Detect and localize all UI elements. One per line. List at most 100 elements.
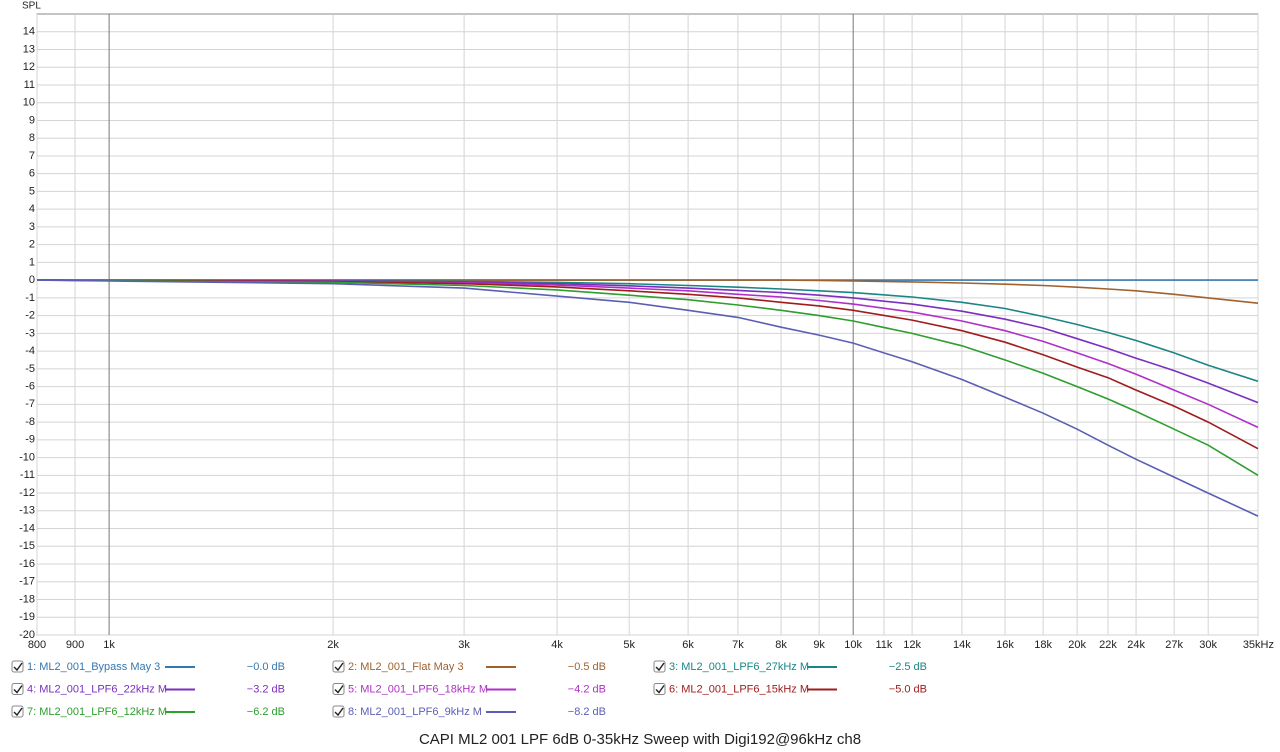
checkmark bbox=[655, 662, 665, 672]
series-line bbox=[37, 279, 1259, 304]
legend-label: 1: ML2_001_Bypass May 3 bbox=[27, 661, 160, 673]
legend-checkbox[interactable] bbox=[653, 683, 666, 695]
y-tick-label: -12 bbox=[19, 487, 35, 499]
x-tick-label: 16k bbox=[996, 639, 1014, 651]
y-tick-label: -1 bbox=[25, 292, 35, 304]
x-tick-label: 12k bbox=[903, 639, 921, 651]
y-tick-label: 2 bbox=[29, 239, 35, 251]
legend-label: 2: ML2_001_Flat May 3 bbox=[348, 661, 464, 673]
y-tick-label: 1 bbox=[29, 256, 35, 268]
legend-checkbox[interactable] bbox=[332, 660, 345, 673]
y-tick-label: -5 bbox=[25, 363, 35, 375]
x-tick-label: 7k bbox=[732, 639, 744, 651]
x-tick-label: 18k bbox=[1034, 639, 1052, 651]
checkmark bbox=[655, 685, 665, 694]
y-tick-label: 8 bbox=[29, 132, 35, 144]
legend-readout: −0.5 dB bbox=[568, 661, 606, 673]
legend-label: 5: ML2_001_LPF6_18kHz M bbox=[348, 683, 488, 695]
x-tick-label: 1k bbox=[103, 639, 115, 651]
x-tick-label: 800 bbox=[28, 639, 46, 651]
x-tick-label: 5k bbox=[623, 639, 635, 651]
y-tick-label: -8 bbox=[25, 416, 35, 428]
x-tick-label: 27k bbox=[1165, 639, 1183, 651]
x-tick-label: 6k bbox=[682, 639, 694, 651]
x-tick-label: 4k bbox=[551, 639, 563, 651]
x-tick-label: 30k bbox=[1199, 639, 1217, 651]
legend-checkbox[interactable] bbox=[11, 705, 24, 718]
y-tick-label: 11 bbox=[24, 79, 35, 91]
x-tick-label: 11k bbox=[876, 639, 893, 651]
x-tick-label: 2k bbox=[327, 639, 339, 651]
x-tick-label: 35kHz bbox=[1243, 639, 1274, 651]
y-tick-label: 3 bbox=[29, 221, 35, 233]
checkmark bbox=[13, 685, 23, 694]
y-tick-label: -13 bbox=[19, 505, 35, 517]
legend-readout: −2.5 dB bbox=[889, 661, 927, 673]
plot-area bbox=[36, 13, 1259, 636]
series-line bbox=[36, 279, 1259, 404]
y-tick-label: -15 bbox=[19, 540, 35, 552]
series-line bbox=[36, 279, 1259, 429]
series-line bbox=[36, 279, 1259, 476]
legend-label: 8: ML2_001_LPF6_9kHz M bbox=[348, 706, 482, 718]
x-tick-label: 3k bbox=[458, 639, 470, 651]
y-tick-label: 13 bbox=[23, 43, 35, 55]
y-tick-label: 0 bbox=[29, 274, 35, 286]
legend-label: 6: ML2_001_LPF6_15kHz M bbox=[669, 683, 809, 695]
y-tick-label: -16 bbox=[19, 558, 35, 570]
x-tick-label: 10k bbox=[844, 639, 862, 651]
y-tick-label: -3 bbox=[25, 327, 35, 339]
legend-readout: −8.2 dB bbox=[568, 706, 606, 718]
y-tick-label: -17 bbox=[19, 576, 35, 588]
checkmark bbox=[13, 707, 23, 717]
legend-checkbox[interactable] bbox=[11, 660, 24, 673]
x-tick-label: 8k bbox=[775, 639, 787, 651]
x-tick-label: 14k bbox=[953, 639, 971, 651]
legend-checkbox[interactable] bbox=[332, 705, 345, 718]
checkmark bbox=[334, 707, 344, 717]
y-tick-label: -20 bbox=[19, 629, 35, 641]
legend-label: 7: ML2_001_LPF6_12kHz M bbox=[27, 706, 167, 718]
checkmark bbox=[334, 662, 344, 672]
y-tick-label: 14 bbox=[23, 26, 35, 38]
y-tick-label: 5 bbox=[29, 185, 35, 197]
legend-checkbox[interactable] bbox=[11, 683, 24, 695]
x-tick-label: 9k bbox=[813, 639, 825, 651]
x-tick-label: 24k bbox=[1127, 639, 1145, 651]
y-tick-label: -7 bbox=[25, 398, 35, 410]
legend-readout: −6.2 dB bbox=[247, 706, 285, 718]
y-tick-label: -14 bbox=[19, 522, 35, 534]
y-tick-label: 10 bbox=[23, 97, 35, 109]
checkmark bbox=[334, 685, 344, 694]
y-axis-label: SPL bbox=[22, 1, 41, 12]
legend-checkbox[interactable] bbox=[653, 660, 666, 673]
y-tick-label: -4 bbox=[25, 345, 35, 357]
legend-checkbox[interactable] bbox=[332, 683, 345, 695]
legend-readout: −5.0 dB bbox=[889, 683, 927, 695]
x-tick-label: 20k bbox=[1068, 639, 1086, 651]
y-tick-label: -19 bbox=[19, 611, 35, 623]
legend-readout: −3.2 dB bbox=[247, 683, 285, 695]
y-tick-label: 7 bbox=[29, 150, 35, 162]
y-tick-label: -9 bbox=[25, 434, 35, 446]
legend-label: 3: ML2_001_LPF6_27kHz M bbox=[669, 661, 809, 673]
y-tick-label: 6 bbox=[29, 168, 35, 180]
y-tick-label: 4 bbox=[29, 203, 35, 215]
y-tick-label: -11 bbox=[20, 469, 35, 481]
y-tick-label: -6 bbox=[25, 381, 35, 393]
checkmark bbox=[13, 662, 23, 672]
series-line bbox=[36, 279, 1259, 450]
legend-readout: −4.2 dB bbox=[568, 683, 606, 695]
series-line bbox=[36, 279, 1259, 517]
y-tick-label: 12 bbox=[23, 61, 35, 73]
y-tick-label: -2 bbox=[25, 310, 35, 322]
y-tick-label: -18 bbox=[19, 593, 35, 605]
x-tick-label: 900 bbox=[66, 639, 84, 651]
y-tick-label: -10 bbox=[19, 451, 35, 463]
legend-readout: −0.0 dB bbox=[247, 661, 285, 673]
y-tick-label: 9 bbox=[29, 114, 35, 126]
x-tick-label: 22k bbox=[1099, 639, 1117, 651]
chart-title: CAPI ML2 001 LPF 6dB 0-35kHz Sweep with … bbox=[419, 731, 861, 748]
